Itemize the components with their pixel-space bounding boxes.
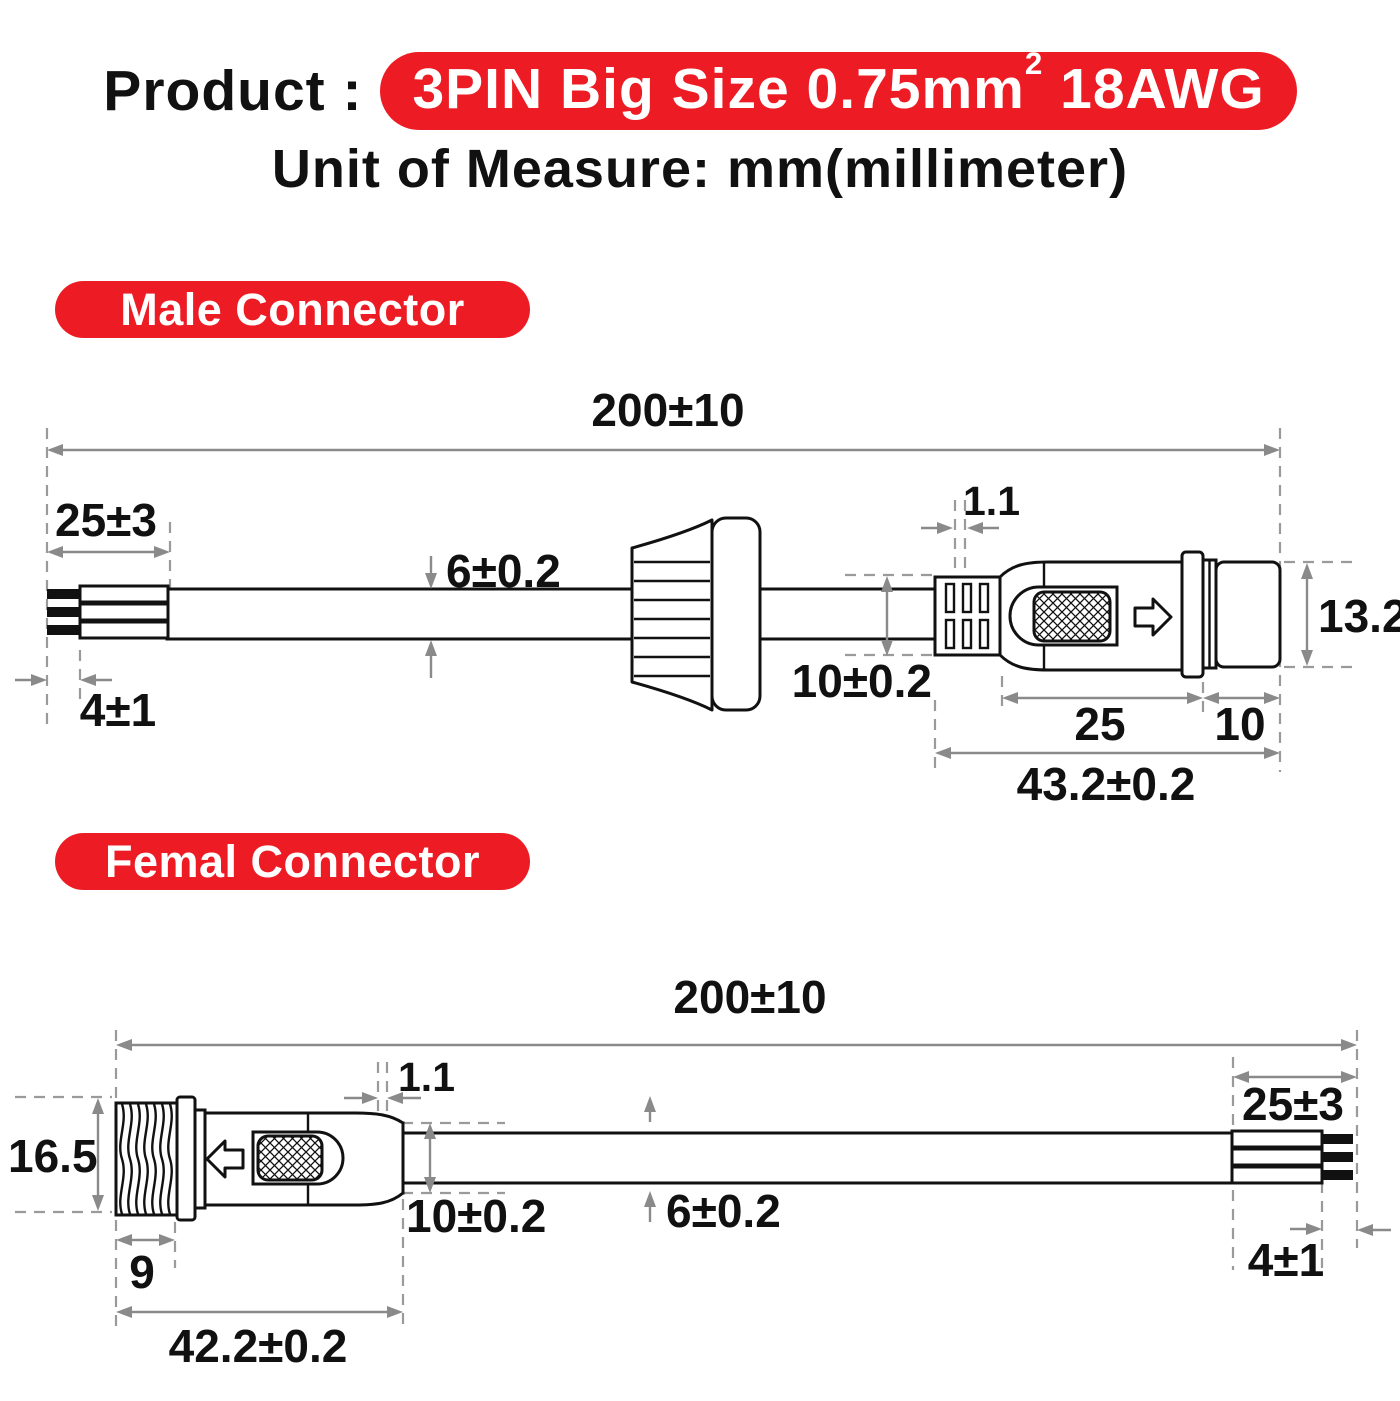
female-dim-thread-od: 16.5 bbox=[8, 1098, 104, 1211]
male-dim-strip-label: 25±3 bbox=[55, 494, 157, 546]
female-extension-lines bbox=[15, 1030, 1359, 1330]
male-dim-body-length: 25 bbox=[1002, 692, 1203, 750]
female-thread-collar bbox=[175, 1095, 197, 1222]
female-dim-cable-od-label: 6±0.2 bbox=[666, 1185, 781, 1237]
unit-of-measure-line: Unit of Measure: mm(millimeter) bbox=[271, 139, 1129, 199]
female-dimensions: 200±10 25±3 4±1 16.5 bbox=[8, 971, 1391, 1372]
female-dim-overall: 200±10 bbox=[116, 971, 1357, 1051]
product-name-text: 3PIN Big Size 0.75mm bbox=[412, 57, 1025, 121]
male-dim-overall: 200±10 bbox=[47, 384, 1280, 456]
male-knurl-grip bbox=[1008, 585, 1119, 647]
male-dim-boot-od-label: 10±0.2 bbox=[792, 655, 932, 707]
male-direction-arrow-icon bbox=[1133, 597, 1173, 637]
male-dim-strip: 25±3 bbox=[47, 494, 170, 558]
female-dim-cable-od: 6±0.2 bbox=[644, 1096, 781, 1237]
female-wire-strands bbox=[1230, 1129, 1353, 1185]
female-dim-boot-od: 10±0.2 bbox=[406, 1123, 546, 1242]
male-flange-ring bbox=[1180, 550, 1205, 679]
male-dim-cap-od: 13.2 bbox=[1301, 563, 1400, 666]
female-collar-step bbox=[193, 1108, 207, 1210]
female-dim-boot-od-label: 10±0.2 bbox=[406, 1190, 546, 1242]
product-title-row: Product : 3PIN Big Size 0.75mm2 18AWG bbox=[0, 46, 1400, 130]
female-connector-badge: Femal Connector bbox=[55, 833, 530, 890]
female-dim-thread-od-label: 16.5 bbox=[8, 1130, 98, 1182]
male-gland-flange bbox=[710, 516, 762, 712]
male-dim-cap-length-label: 10 bbox=[1214, 698, 1265, 750]
male-dim-cap-od-label: 13.2 bbox=[1318, 590, 1400, 642]
female-dim-connector-length-label: 42.2±0.2 bbox=[169, 1320, 348, 1372]
female-cable bbox=[401, 1131, 1235, 1185]
female-dim-groove-label: 1.1 bbox=[398, 1054, 455, 1100]
male-dim-cable-od: 6±0.2 bbox=[425, 545, 561, 678]
product-name-awg: 18AWG bbox=[1043, 57, 1265, 121]
female-dim-connector-length: 42.2±0.2 bbox=[116, 1306, 403, 1372]
male-plug-cap bbox=[1214, 560, 1282, 669]
male-dim-cable-od-label: 6±0.2 bbox=[446, 545, 561, 597]
female-direction-arrow-icon bbox=[205, 1139, 245, 1179]
female-dim-strip-label: 25±3 bbox=[1242, 1078, 1344, 1130]
male-dim-tip: 4±1 bbox=[15, 674, 156, 736]
male-wire-tip bbox=[47, 625, 80, 635]
male-connector-part bbox=[47, 516, 1282, 712]
product-highlight-pill: 3PIN Big Size 0.75mm2 18AWG bbox=[380, 46, 1297, 130]
male-gland-nut bbox=[630, 516, 762, 712]
female-dim-overall-label: 200±10 bbox=[673, 971, 826, 1023]
male-wire-tip bbox=[47, 607, 80, 617]
product-label: Product : bbox=[103, 59, 363, 123]
female-wire-tip bbox=[1322, 1170, 1353, 1180]
female-dim-groove: 1.1 bbox=[344, 1054, 455, 1104]
female-dim-strip: 25±3 bbox=[1233, 1071, 1357, 1130]
female-knurl-grip bbox=[251, 1130, 345, 1186]
male-dim-groove: 1.1 bbox=[921, 478, 1020, 534]
male-dim-boot-od: 10±0.2 bbox=[792, 576, 932, 707]
male-dim-connector-length-label: 43.2±0.2 bbox=[1017, 758, 1196, 810]
female-wire-tip bbox=[1322, 1152, 1353, 1162]
male-seal-rings bbox=[1201, 558, 1218, 670]
male-dim-tip-label: 4±1 bbox=[80, 684, 156, 736]
male-wire-strands bbox=[47, 584, 170, 640]
male-dim-groove-label: 1.1 bbox=[963, 478, 1020, 524]
male-dim-body-length-label: 25 bbox=[1074, 698, 1125, 750]
female-connector-part bbox=[114, 1095, 1353, 1222]
male-dim-connector-length: 43.2±0.2 bbox=[935, 747, 1280, 810]
male-wire-tip bbox=[47, 589, 80, 599]
male-connector-badge: Male Connector bbox=[55, 281, 530, 338]
male-strain-relief bbox=[933, 575, 1002, 657]
female-connector-drawing: 200±10 25±3 4±1 16.5 bbox=[8, 971, 1391, 1372]
female-dim-thread-length-label: 9 bbox=[129, 1246, 155, 1298]
male-connector-drawing: 200±10 25±3 4±1 6±0.2 bbox=[15, 384, 1400, 810]
female-dim-thread-length: 9 bbox=[116, 1234, 175, 1298]
female-thread bbox=[114, 1095, 207, 1222]
male-dim-cap-length: 10 bbox=[1203, 692, 1280, 750]
female-dim-tip-label: 4±1 bbox=[1248, 1234, 1324, 1286]
product-name-superscript: 2 bbox=[1024, 45, 1044, 81]
male-dimensions: 200±10 25±3 4±1 6±0.2 bbox=[15, 384, 1400, 810]
female-dim-tip: 4±1 bbox=[1248, 1223, 1391, 1286]
female-wire-tip bbox=[1322, 1134, 1353, 1144]
male-dim-overall-label: 200±10 bbox=[591, 384, 744, 436]
